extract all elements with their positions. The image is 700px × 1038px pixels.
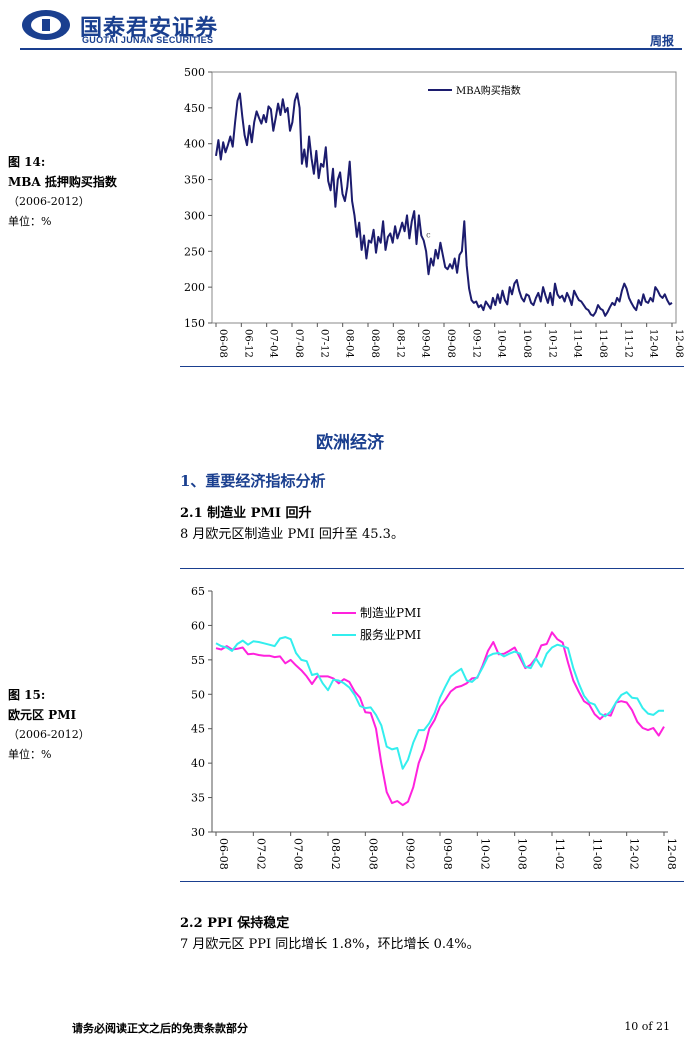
figure-14-unit: 单位：% xyxy=(8,215,52,228)
x-tick-label: 10-08 xyxy=(521,329,532,358)
paragraph-2-1: 8 月欧元区制造业 PMI 回升至 45.3。 xyxy=(180,527,404,542)
x-tick-label: 11-08 xyxy=(597,329,608,358)
page-header: 国泰君安证券 GUOTAI JUNAN SECURITIES 周报 xyxy=(0,0,700,50)
x-tick-label: 11-02 xyxy=(553,838,566,870)
y-tick-label: 30 xyxy=(191,826,205,839)
y-tick-label: 350 xyxy=(184,174,205,187)
eurozone-pmi-chart: 30 35 40 45 50 55 60 65 06-08 07-02 07-08 08-02 08-0… xyxy=(191,585,678,870)
x-tick-label: 10-04 xyxy=(496,329,507,358)
y-tick-label: 55 xyxy=(191,654,205,667)
x-tick-label: 12-08 xyxy=(673,329,684,358)
y-tick-label: 250 xyxy=(184,245,205,258)
x-tick-label: 07-04 xyxy=(268,329,279,358)
series-line-0 xyxy=(215,631,665,807)
x-tick-label: 08-12 xyxy=(394,329,405,358)
x-tick-label: 12-04 xyxy=(648,329,659,358)
figure-15-frame: 30 35 40 45 50 55 60 65 06-08 07-02 07-08 08-02 08-0… xyxy=(180,568,684,882)
figure-14-title: MBA 抵押购买指数 xyxy=(8,175,117,189)
series-annotation: c xyxy=(426,230,431,239)
x-tick-label: 08-08 xyxy=(366,838,379,870)
x-tick-label: 09-02 xyxy=(404,838,417,870)
legend-label-0: 制造业PMI xyxy=(360,606,421,620)
series-line-0 xyxy=(215,92,673,317)
figure-15-period: （2006-2012） xyxy=(8,728,90,741)
figure-15-title: 欧元区 PMI xyxy=(8,708,77,722)
x-tick-label: 07-08 xyxy=(292,838,305,870)
y-tick-label: 300 xyxy=(184,209,205,222)
footer-page-number: 10 of 21 xyxy=(624,1020,670,1033)
x-tick-label: 10-02 xyxy=(478,838,491,870)
heading-2-2: 2.2 PPI 保持稳定 xyxy=(180,916,290,931)
header-rule xyxy=(20,48,682,50)
x-tick-label: 10-08 xyxy=(516,838,529,870)
x-tick-label: 08-02 xyxy=(329,838,342,870)
y-tick-label: 150 xyxy=(184,317,205,330)
series-line-1 xyxy=(215,636,664,770)
section-title: 欧洲经济 xyxy=(316,433,384,453)
figure-14-period: （2006-2012） xyxy=(8,195,90,208)
y-tick-label: 40 xyxy=(191,757,205,770)
figure-14-prefix: 图 14: xyxy=(8,155,46,169)
brand-name-cn: 国泰君安证券 xyxy=(80,16,219,41)
report-type: 周报 xyxy=(649,34,674,48)
figure-14-caption: 图 14: MBA 抵押购买指数 （2006-2012） 单位：% xyxy=(8,152,117,232)
y-tick-label: 200 xyxy=(184,281,205,294)
x-tick-label: 06-08 xyxy=(217,329,228,358)
footer-disclaimer: 请务必阅读正文之后的免责条款部分 xyxy=(72,1022,248,1035)
section-subtitle: 1、重要经济指标分析 xyxy=(180,472,326,490)
y-tick-label: 45 xyxy=(191,723,205,736)
x-tick-label: 09-04 xyxy=(420,329,431,358)
x-tick-label: 08-08 xyxy=(369,329,380,358)
x-tick-label: 09-08 xyxy=(441,838,454,870)
x-tick-label: 11-08 xyxy=(590,838,603,870)
figure-15-unit: 单位：% xyxy=(8,748,52,761)
figure-15-prefix: 图 15: xyxy=(8,688,46,702)
x-tick-label: 10-12 xyxy=(546,329,557,358)
x-tick-label: 07-12 xyxy=(318,329,329,358)
y-tick-label: 400 xyxy=(184,138,205,151)
x-tick-label: 12-08 xyxy=(665,838,678,870)
x-tick-label: 09-12 xyxy=(470,329,481,358)
y-tick-label: 450 xyxy=(184,102,205,115)
heading-2-1: 2.1 制造业 PMI 回升 xyxy=(180,506,312,521)
y-tick-label: 500 xyxy=(184,66,205,79)
x-tick-label: 09-08 xyxy=(445,329,456,358)
y-tick-label: 60 xyxy=(191,619,205,632)
legend-label-0: MBA购买指数 xyxy=(456,84,521,97)
paragraph-2-2: 7 月欧元区 PPI 同比增长 1.8%，环比增长 0.4%。 xyxy=(180,937,480,952)
x-tick-label: 06-12 xyxy=(242,329,253,358)
brand-name-en: GUOTAI JUNAN SECURITIES xyxy=(82,35,214,45)
x-tick-label: 06-08 xyxy=(217,838,230,870)
company-logo-icon xyxy=(22,10,70,40)
figure-14-frame: 150 200 250 300 350 400 450 500 06-08 06-12 07-04 0… xyxy=(180,56,684,367)
y-tick-label: 50 xyxy=(191,688,205,701)
x-tick-label: 07-08 xyxy=(293,329,304,358)
x-tick-label: 08-04 xyxy=(344,329,355,358)
x-tick-label: 12-02 xyxy=(628,838,641,870)
figure-15-caption: 图 15: 欧元区 PMI （2006-2012） 单位：% xyxy=(8,685,90,765)
legend-label-1: 服务业PMI xyxy=(360,627,421,642)
x-tick-label: 07-02 xyxy=(254,838,267,870)
x-tick-label: 11-12 xyxy=(622,329,633,358)
y-tick-label: 65 xyxy=(191,585,205,598)
mba-index-chart: 150 200 250 300 350 400 450 500 06-08 06-12 07-04 0… xyxy=(184,66,684,358)
y-tick-label: 35 xyxy=(191,792,205,805)
x-tick-label: 11-04 xyxy=(572,329,583,358)
